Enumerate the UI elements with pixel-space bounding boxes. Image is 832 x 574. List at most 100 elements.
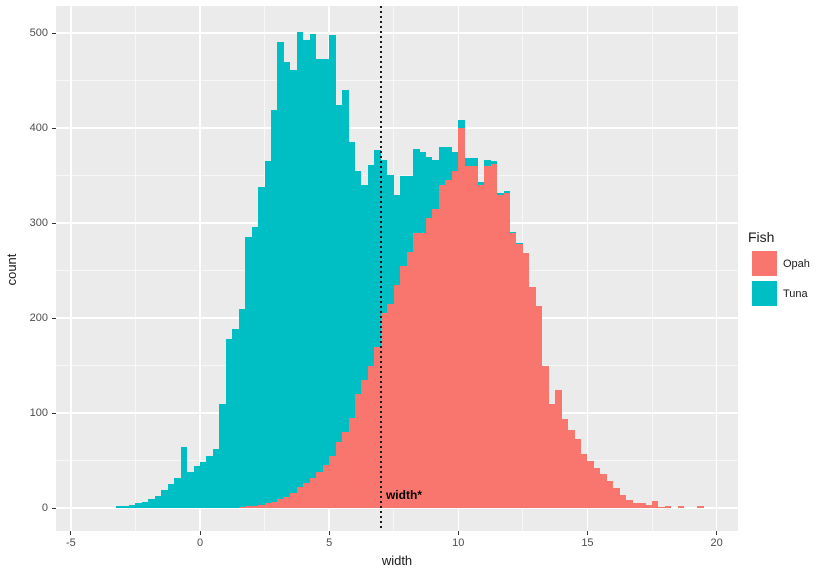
x-axis-tick-mark (70, 531, 72, 535)
histogram-bar-opah (400, 266, 407, 508)
histogram-bar-tuna (284, 62, 290, 497)
histogram-bar-tuna (510, 232, 516, 233)
y-tick-label: 100 (29, 407, 48, 419)
histogram-bar-opah (290, 493, 297, 508)
histogram-bar-opah (581, 454, 587, 508)
gridline-x-minor (651, 6, 653, 531)
histogram-bar-opah (594, 468, 600, 508)
y-tick-label: 200 (29, 312, 48, 324)
histogram-bar-tuna (213, 449, 219, 508)
histogram-bar-tuna (168, 484, 174, 508)
y-axis-tick-mark (52, 32, 56, 34)
reference-vline (379, 6, 382, 531)
histogram-bar-opah (407, 252, 413, 508)
histogram-bar-tuna (374, 150, 381, 347)
histogram-bar-opah (626, 500, 633, 508)
legend-label-opah: Opah (783, 257, 810, 270)
histogram-bar-opah (258, 505, 265, 508)
histogram-bar-opah (575, 439, 581, 508)
histogram-bar-tuna (323, 59, 329, 465)
histogram-bar-tuna (142, 502, 148, 508)
legend-entry-opah: Opah (752, 251, 810, 276)
histogram-bar-tuna (445, 147, 452, 180)
histogram-bar-tuna (471, 158, 478, 166)
histogram-bar-opah (562, 419, 568, 508)
gridline-y-minor (56, 175, 738, 176)
gridline-x-major (586, 6, 589, 531)
histogram-bar-opah (387, 304, 394, 508)
plot-panel: width* (56, 6, 738, 531)
histogram-bar-tuna (239, 309, 245, 507)
histogram-bar-tuna (194, 466, 200, 508)
histogram-bar-opah (252, 506, 258, 508)
histogram-bar-opah (432, 209, 439, 508)
histogram-bar-opah (504, 193, 510, 508)
histogram-bar-tuna (258, 187, 265, 505)
histogram-bar-tuna (381, 160, 387, 313)
histogram-bar-opah (600, 474, 607, 508)
x-axis-tick-mark (457, 531, 459, 535)
histogram-bar-tuna (161, 490, 168, 508)
histogram-bar-tuna (123, 506, 129, 508)
histogram-bar-opah (420, 233, 426, 508)
histogram-bar-opah (239, 507, 245, 508)
histogram-bar-tuna (484, 160, 491, 166)
histogram-bar-opah (471, 166, 478, 508)
histogram-bar-tuna (232, 329, 239, 508)
histogram-bar-tuna (265, 161, 271, 503)
y-tick-label: 500 (29, 27, 48, 39)
y-axis-tick-mark (52, 507, 56, 509)
histogram-bar-opah (445, 180, 452, 508)
histogram-bar-opah (271, 502, 277, 508)
histogram-bar-tuna (387, 175, 394, 304)
x-tick-label: 5 (326, 537, 333, 549)
histogram-bar-opah (349, 418, 355, 508)
histogram-bar-opah (310, 478, 316, 508)
gridline-x-major (199, 6, 201, 531)
histogram-bar-tuna (504, 191, 510, 193)
histogram-bar-tuna (174, 478, 181, 508)
histogram-bar-tuna (413, 149, 420, 233)
histogram-bar-tuna (400, 176, 407, 266)
histogram-bar-opah (277, 499, 284, 508)
histogram-bar-tuna (129, 505, 135, 508)
histogram-bar-tuna (491, 161, 497, 164)
histogram-bar-tuna (297, 32, 303, 487)
histogram-bar-opah (458, 128, 465, 508)
gridline-x-major (715, 6, 718, 531)
histogram-bar-tuna (368, 165, 374, 366)
histogram-bar-tuna (116, 506, 123, 508)
legend-label-tuna: Tuna (783, 287, 808, 300)
histogram-bar-opah (497, 195, 504, 508)
histogram-bar-opah (361, 380, 368, 508)
histogram-bar-tuna (187, 472, 194, 508)
histogram-bar-opah (568, 430, 575, 508)
histogram-bar-opah (394, 285, 400, 508)
y-axis-tick-mark (52, 412, 56, 414)
y-tick-label: 300 (29, 217, 48, 229)
histogram-bar-opah (652, 501, 658, 508)
histogram-bar-opah (355, 394, 361, 508)
histogram-bar-opah (484, 166, 491, 508)
gridline-y-major (56, 127, 738, 129)
histogram-bar-tuna (432, 160, 439, 209)
legend-swatch-opah (752, 251, 777, 276)
histogram-bar-tuna (497, 193, 504, 195)
histogram-bar-tuna (439, 147, 445, 185)
histogram-bar-opah (329, 456, 336, 508)
histogram-bar-opah (536, 306, 542, 508)
vline-annotation-label: width* (385, 488, 422, 502)
histogram-bar-tuna (271, 110, 277, 502)
histogram-bar-opah (555, 390, 562, 508)
histogram-bar-tuna (420, 152, 426, 233)
histogram-bar-opah (658, 507, 665, 508)
histogram-bar-tuna (336, 105, 342, 442)
legend: Fish Opah Tuna (748, 229, 810, 311)
x-tick-label: -5 (65, 537, 76, 549)
histogram-bar-tuna (465, 158, 471, 166)
histogram-bar-tuna (349, 142, 355, 418)
histogram-bar-opah (665, 506, 671, 508)
histogram-bar-tuna (516, 243, 523, 244)
histogram-bar-opah (529, 287, 536, 508)
histogram-bar-tuna (148, 499, 155, 508)
